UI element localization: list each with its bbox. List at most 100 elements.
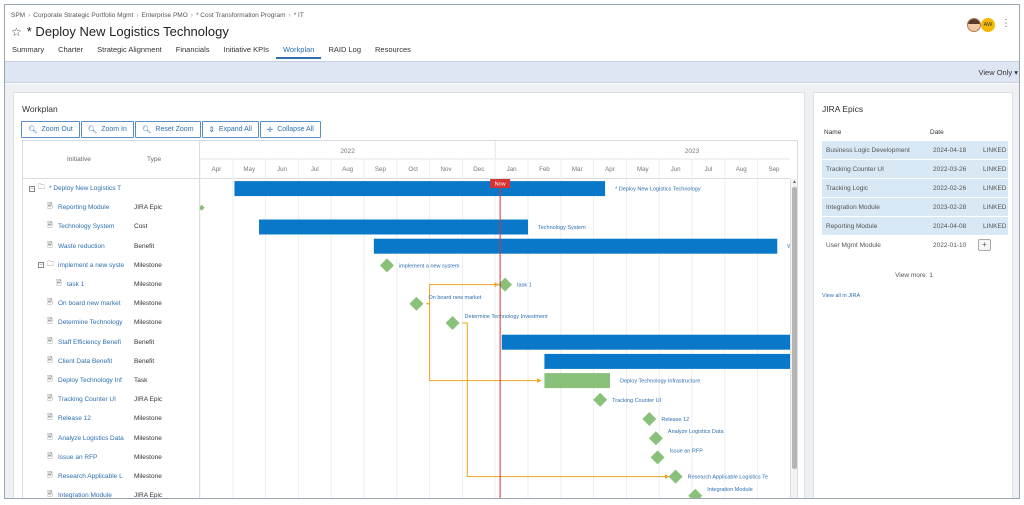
- initiative-name[interactable]: Issue an RFP: [58, 453, 98, 461]
- initiative-name[interactable]: * Deploy New Logistics T: [49, 185, 122, 192]
- tab-financials[interactable]: Financials: [175, 45, 210, 54]
- gantt-bar[interactable]: [373, 238, 778, 254]
- initiative-name[interactable]: Analyze Logistics Data: [58, 434, 124, 442]
- milestone-diamond[interactable]: [379, 258, 394, 273]
- type-column-header[interactable]: Type: [147, 156, 162, 163]
- initiative-name[interactable]: On board new market: [58, 300, 121, 308]
- gantt-bar[interactable]: [544, 373, 610, 389]
- jira-epic-name[interactable]: Tracking Counter UI: [826, 165, 884, 173]
- month-label: Feb: [539, 166, 550, 173]
- breadcrumb-item[interactable]: * Cost Transformation Program: [195, 12, 286, 19]
- tab-initiative-kpis[interactable]: Initiative KPIs: [223, 45, 269, 54]
- document-icon: 🗎: [47, 356, 53, 364]
- milestone-diamond[interactable]: [642, 412, 657, 426]
- initiative-name[interactable]: Waste reduction: [58, 242, 105, 250]
- jira-epic-row[interactable]: Reporting Module 2024-04-08 LINKED: [822, 217, 1008, 236]
- milestone-diamond[interactable]: [200, 204, 205, 211]
- initiative-name[interactable]: Integration Module: [58, 492, 112, 499]
- milestone-diamond[interactable]: [668, 469, 683, 484]
- initiative-name[interactable]: task 1: [67, 281, 85, 288]
- view-more-link[interactable]: View more: 1: [895, 272, 933, 279]
- gantt-row[interactable]: 🗎 Research Applicable L Milestone: [23, 467, 200, 486]
- avatar-photo[interactable]: [967, 18, 981, 32]
- view-mode-dropdown[interactable]: View Only ▾: [979, 68, 1019, 77]
- view-all-in-jira-link[interactable]: View all in JIRA: [822, 293, 861, 299]
- breadcrumb-item[interactable]: Corporate Strategic Portfolio Mgmt: [33, 12, 134, 19]
- gantt-row[interactable]: − 🗀 implement a new syste Milestone: [23, 256, 200, 275]
- initiative-name[interactable]: Staff Efficiency Benefi: [58, 338, 121, 346]
- page-title-text: * Deploy New Logistics Technology: [26, 24, 229, 39]
- gantt-row[interactable]: 🗎 Determine Technology Milestone: [23, 313, 200, 332]
- initiative-name[interactable]: Release 12: [58, 415, 91, 423]
- gantt-row[interactable]: 🗎 Technology System Cost: [23, 217, 200, 236]
- initiative-name[interactable]: Reporting Module: [58, 204, 110, 212]
- zoom-in-button[interactable]: 🔍︎ Zoom In: [80, 121, 134, 138]
- collapse-toggle-icon[interactable]: −: [38, 262, 44, 269]
- jira-epic-name[interactable]: User Mgmt Module: [826, 242, 881, 249]
- milestone-diamond[interactable]: [593, 392, 608, 407]
- initiative-name[interactable]: Deploy Technology Inf: [58, 377, 122, 384]
- tab-resources[interactable]: Resources: [375, 45, 411, 54]
- initiative-name[interactable]: Client Data Benefit: [58, 357, 113, 365]
- gantt-row[interactable]: 🗎 task 1 Milestone: [23, 275, 200, 294]
- initiative-name[interactable]: Tracking Counter UI: [58, 396, 116, 404]
- breadcrumb-item[interactable]: Enterprise PMO: [141, 12, 188, 19]
- milestone-diamond[interactable]: [688, 488, 703, 499]
- tab-raid-log[interactable]: RAID Log: [328, 45, 362, 54]
- vertical-scrollbar[interactable]: ▲ ▼: [790, 179, 797, 498]
- jira-epic-row[interactable]: Tracking Logic 2022-02-26 LINKED: [822, 179, 1008, 198]
- scroll-up-icon[interactable]: ▲: [792, 179, 797, 185]
- gantt-row[interactable]: 🗎 Release 12 Milestone: [23, 409, 200, 428]
- jira-epic-row[interactable]: User Mgmt Module 2022-01-10 +: [822, 236, 1008, 255]
- gantt-row[interactable]: 🗎 Tracking Counter UI JIRA Epic: [23, 390, 200, 409]
- gantt-row[interactable]: 🗎 Client Data Benefit Benefit: [23, 352, 200, 371]
- gantt-row[interactable]: 🗎 Staff Efficiency Benefi Benefit: [23, 333, 200, 352]
- initiative-name[interactable]: Technology System: [58, 223, 115, 231]
- jira-epic-name[interactable]: Tracking Logic: [826, 184, 869, 192]
- tab-charter[interactable]: Charter: [58, 45, 84, 54]
- collapse-all-button[interactable]: ✛ Collapse All: [259, 121, 321, 138]
- favorite-star-icon[interactable]: ☆: [11, 24, 22, 39]
- milestone-diamond[interactable]: [409, 296, 424, 311]
- link-epic-button[interactable]: +: [978, 239, 991, 251]
- tab-strategic-alignment[interactable]: Strategic Alignment: [97, 45, 162, 54]
- avatar-initials[interactable]: AW: [981, 18, 995, 32]
- jira-epic-row[interactable]: Integration Module 2023-02-28 LINKED: [822, 198, 1008, 217]
- gantt-row[interactable]: 🗎 Waste reduction Benefit: [23, 237, 200, 256]
- gantt-row[interactable]: 🗎 Deploy Technology Inf Task: [23, 371, 200, 390]
- scrollbar-thumb[interactable]: [792, 187, 797, 469]
- gantt-bar[interactable]: [259, 219, 528, 235]
- zoom-out-button[interactable]: 🔍︎ Zoom Out: [21, 121, 80, 138]
- gantt-bar[interactable]: [234, 181, 606, 197]
- initiative-name[interactable]: Determine Technology: [58, 319, 123, 327]
- milestone-diamond[interactable]: [650, 450, 665, 465]
- jira-epic-name[interactable]: Business Logic Development: [826, 146, 910, 154]
- milestone-diamond[interactable]: [648, 431, 663, 446]
- breadcrumb-item[interactable]: SPM: [11, 12, 26, 19]
- breadcrumb-item[interactable]: * IT: [293, 12, 304, 19]
- milestone-diamond[interactable]: [445, 316, 460, 330]
- initiative-name[interactable]: implement a new syste: [58, 261, 125, 269]
- reset-zoom-button[interactable]: 🔍︎ Reset Zoom: [134, 121, 201, 138]
- tab-workplan[interactable]: Workplan: [275, 45, 322, 59]
- gantt-row[interactable]: − 🗀 * Deploy New Logistics T: [23, 179, 200, 198]
- jira-epic-name[interactable]: Integration Module: [826, 203, 880, 211]
- document-icon: 🗎: [47, 452, 53, 460]
- tab-summary[interactable]: Summary: [12, 45, 45, 54]
- initiative-column-header[interactable]: Initiative: [67, 156, 91, 163]
- milestone-diamond[interactable]: [498, 277, 513, 292]
- gantt-row[interactable]: 🗎 Integration Module JIRA Epic: [23, 486, 200, 499]
- gantt-row[interactable]: 🗎 On board new market Milestone: [23, 294, 200, 313]
- gantt-row[interactable]: 🗎 Analyze Logistics Data Milestone: [23, 429, 200, 448]
- expand-all-button[interactable]: ⇕ Expand All: [201, 121, 259, 138]
- jira-epic-row[interactable]: Business Logic Development 2024-04-18 LINK…: [822, 141, 1008, 160]
- gantt-row[interactable]: 🗎 Issue an RFP Milestone: [23, 448, 200, 467]
- collapse-toggle-icon[interactable]: −: [29, 185, 35, 192]
- gantt-bar[interactable]: [544, 353, 790, 369]
- jira-epic-name[interactable]: Reporting Module: [826, 222, 878, 230]
- gantt-row[interactable]: 🗎 Reporting Module JIRA Epic: [23, 198, 200, 217]
- jira-epic-row[interactable]: Tracking Counter UI 2022-03-26 LINKED: [822, 160, 1008, 179]
- more-options-icon[interactable]: ⋮: [1001, 18, 1011, 29]
- initiative-name[interactable]: Research Applicable L: [58, 473, 123, 480]
- gantt-bar[interactable]: [501, 334, 790, 350]
